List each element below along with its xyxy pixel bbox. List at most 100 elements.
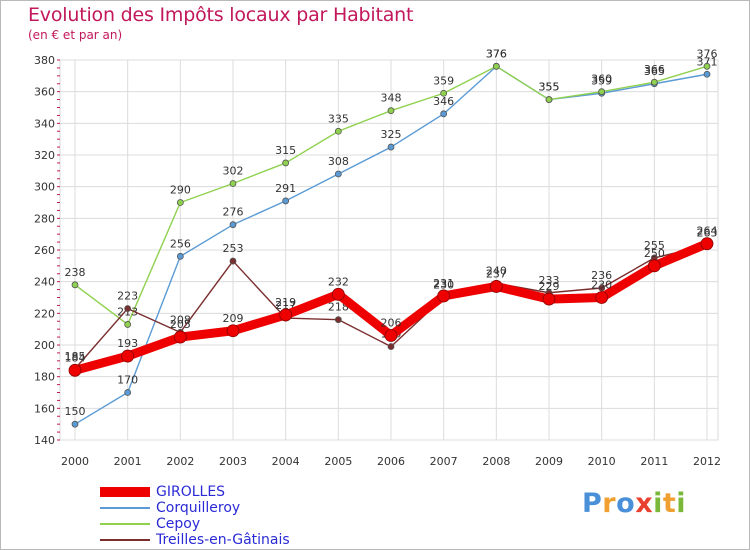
x-tick-label: 2009	[535, 455, 563, 468]
y-tick-label: 260	[34, 244, 55, 257]
y-tick-label: 360	[34, 86, 55, 99]
data-point	[703, 62, 711, 70]
data-point	[229, 257, 237, 265]
data-label: 231	[433, 277, 454, 290]
data-point	[121, 349, 135, 363]
data-point	[545, 96, 553, 103]
x-tick-label: 2010	[588, 455, 616, 468]
data-point	[282, 159, 290, 167]
data-label: 290	[170, 184, 191, 197]
data-label: 335	[328, 112, 349, 125]
legend-swatch-corquilleroy	[100, 507, 150, 509]
data-label: 276	[223, 206, 244, 219]
data-point	[595, 291, 609, 304]
data-label: 371	[697, 55, 718, 68]
logo-letter: o	[616, 488, 636, 519]
logo-letter: t	[662, 488, 677, 519]
data-point	[384, 329, 398, 342]
data-label: 264	[697, 225, 718, 238]
data-point	[124, 321, 132, 328]
data-label: 184	[65, 351, 86, 364]
data-point	[71, 420, 79, 428]
data-label: 256	[170, 237, 191, 250]
data-point	[176, 199, 184, 206]
x-tick-label: 2011	[640, 455, 668, 468]
legend-label-treilles: Treilles-en-Gâtinais	[156, 532, 290, 548]
data-point	[700, 237, 714, 251]
data-label: 263	[697, 226, 718, 239]
data-label: 376	[486, 47, 507, 60]
data-point	[492, 62, 500, 70]
data-label: 193	[117, 337, 138, 350]
data-label: 376	[486, 47, 507, 60]
data-label: 315	[275, 144, 296, 157]
data-label: 223	[117, 290, 138, 303]
data-point	[650, 78, 658, 86]
data-label: 233	[539, 274, 560, 287]
data-label: 365	[644, 65, 665, 78]
logo-letter: x	[635, 488, 654, 519]
chart-subtitle: (en € et par an)	[28, 28, 123, 42]
data-point	[124, 389, 132, 396]
y-tick-label: 380	[34, 54, 55, 67]
data-label: 376	[697, 47, 718, 60]
data-point	[124, 305, 132, 312]
y-tick-label: 320	[34, 149, 55, 162]
y-tick-label: 200	[34, 339, 55, 352]
x-tick-label: 2012	[693, 455, 721, 468]
x-tick-label: 2004	[272, 455, 300, 468]
legend-label-corquilleroy: Corquilleroy	[156, 500, 241, 516]
data-point	[387, 143, 395, 151]
data-point	[437, 289, 451, 303]
data-label: 170	[117, 374, 138, 387]
data-point	[598, 88, 606, 96]
data-label: 238	[65, 266, 86, 279]
data-label: 229	[539, 280, 560, 293]
data-point	[387, 343, 395, 350]
data-point	[440, 110, 448, 118]
data-label: 355	[539, 81, 560, 94]
data-point	[440, 89, 448, 97]
data-point	[176, 252, 184, 260]
data-label: 359	[591, 74, 612, 87]
data-label: 205	[170, 318, 191, 331]
y-tick-label: 240	[34, 276, 55, 289]
data-label: 348	[381, 92, 402, 105]
data-point	[542, 292, 556, 306]
logo-letter: i	[653, 488, 663, 519]
data-point	[279, 308, 293, 322]
data-point	[598, 284, 606, 292]
chart-title: Evolution des Impôts locaux par Habitant	[28, 4, 414, 26]
data-point	[703, 70, 711, 78]
y-tick-label: 160	[34, 402, 55, 415]
data-label: 209	[223, 312, 244, 325]
data-label: 236	[591, 269, 612, 282]
data-point	[229, 180, 237, 187]
data-label: 346	[433, 95, 454, 108]
y-tick-label: 300	[34, 181, 55, 194]
data-label: 230	[433, 279, 454, 292]
proxiti-logo: Proxiti	[582, 488, 686, 519]
x-tick-label: 2005	[324, 455, 352, 468]
data-label: 253	[223, 242, 244, 255]
data-label: 366	[644, 63, 665, 76]
data-label: 360	[591, 73, 612, 86]
data-point	[387, 107, 395, 115]
data-point	[334, 170, 342, 178]
y-tick-label: 340	[34, 117, 55, 130]
y-tick-label: 280	[34, 212, 55, 225]
legend-swatch-cepoy	[100, 523, 150, 525]
data-label: 237	[486, 267, 507, 280]
legend-label-girolles: GIROLLES	[156, 484, 226, 500]
data-point	[647, 259, 661, 273]
data-point	[331, 287, 345, 301]
x-tick-label: 2008	[482, 455, 510, 468]
legend-swatch-girolles	[100, 487, 150, 497]
x-tick-label: 2000	[61, 455, 89, 468]
data-label: 291	[275, 182, 296, 195]
x-tick-label: 2006	[377, 455, 405, 468]
logo-letter: i	[676, 488, 687, 519]
legend-swatch-treilles	[100, 539, 150, 541]
data-label: 240	[486, 264, 507, 277]
